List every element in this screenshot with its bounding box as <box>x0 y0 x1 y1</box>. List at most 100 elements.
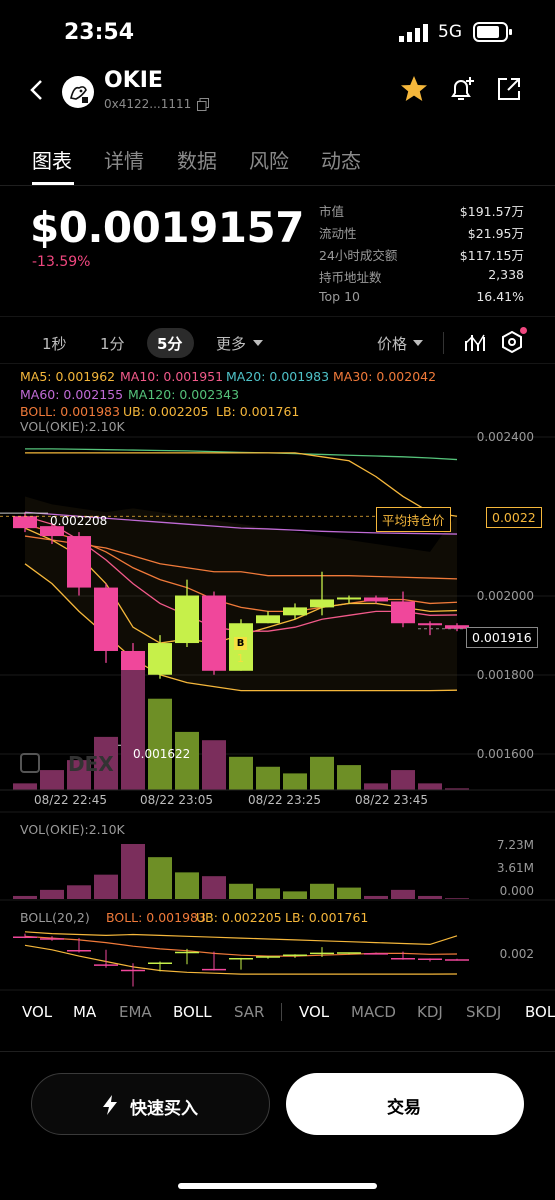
indicator-vol[interactable]: VOL <box>22 1003 53 1021</box>
time-axis-label: 08/22 23:05 <box>140 793 213 807</box>
divider <box>0 1051 555 1052</box>
sub-volume-bar <box>337 887 361 899</box>
sub-volume-bar <box>364 895 388 899</box>
indicator-macd[interactable]: MACD <box>351 1003 396 1021</box>
indicator-ema[interactable]: EMA <box>119 1003 152 1021</box>
vol-pane-title: VOL(OKIE):2.10K <box>20 822 125 837</box>
volume-bar <box>445 788 469 790</box>
sub-volume-bar <box>40 889 64 899</box>
volume-bar <box>391 770 415 790</box>
token-name: OKIE <box>104 68 163 93</box>
indicator-ma[interactable]: MA <box>73 1003 97 1021</box>
price-axis-label: 0.002400 <box>476 430 534 444</box>
indicator-sar[interactable]: SAR <box>234 1003 265 1021</box>
candle-body <box>121 650 145 675</box>
vol-axis-label: 0.000 <box>499 884 534 898</box>
tab-risk[interactable]: 风险 <box>249 149 289 173</box>
active-tab-underline <box>32 182 74 185</box>
legend-boll: BOLL: 0.001983 <box>20 404 120 419</box>
ma30-line <box>24 535 458 580</box>
stat-label: Top 10 <box>319 289 360 304</box>
stat-label: 市值 <box>319 204 345 219</box>
indicator-skdj[interactable]: SKDJ <box>466 1003 502 1021</box>
divider <box>0 185 555 186</box>
price-change: -13.59% <box>32 254 91 270</box>
high-marker: 0.002208 <box>50 514 108 528</box>
signal-icon <box>399 24 428 42</box>
indicator-draw-icon[interactable] <box>464 331 486 353</box>
token-address[interactable]: 0x4122...1111 <box>104 97 192 111</box>
trade-button[interactable]: 交易 <box>286 1073 524 1135</box>
candle-body <box>67 536 91 588</box>
candle-body <box>391 601 415 624</box>
stat-value: 16.41% <box>476 289 524 304</box>
interval-1s[interactable]: 1秒 <box>42 335 67 353</box>
candle-body <box>94 587 118 651</box>
ma120-line <box>25 448 458 461</box>
stat-value: $21.95万 <box>467 226 524 241</box>
interval-more[interactable]: 更多 <box>216 335 247 353</box>
current-price-tag: 0.001916 <box>466 627 538 648</box>
volume-bar <box>283 773 307 790</box>
volume-bar <box>229 756 253 790</box>
sub-volume-bar <box>175 872 199 899</box>
volume-bar <box>13 783 37 790</box>
time-axis-label: 08/22 23:45 <box>355 793 428 807</box>
price-chart[interactable] <box>0 360 555 995</box>
tab-details[interactable]: 详情 <box>104 149 144 173</box>
token-price: $0.0019157 <box>30 203 304 252</box>
volume-bar <box>337 765 361 790</box>
tab-chart[interactable]: 图表 <box>32 149 72 173</box>
volume-bar <box>175 731 199 790</box>
boll-pane-boll: BOLL: 0.001983 <box>106 910 206 925</box>
indicator-sub-vol[interactable]: VOL <box>299 1003 330 1021</box>
tab-data[interactable]: 数据 <box>177 149 217 173</box>
divider <box>443 332 444 354</box>
alert-add-icon[interactable] <box>447 74 477 104</box>
more-caret-icon <box>253 340 263 346</box>
interval-active-bg <box>147 328 194 358</box>
candle-body <box>283 607 307 616</box>
legend-ma20: MA20: 0.001983 <box>226 369 330 384</box>
legend-ma30: MA30: 0.002042 <box>333 369 437 384</box>
sub-volume-bar <box>445 898 469 899</box>
favorite-star-icon[interactable] <box>399 74 429 104</box>
legend-vol: VOL(OKIE):2.10K <box>20 419 125 434</box>
sub-volume-bar <box>418 895 442 899</box>
buy-count: 1 <box>237 652 244 665</box>
price-axis-label: 0.001600 <box>476 747 534 761</box>
candle-body <box>202 595 226 671</box>
stat-value: $117.15万 <box>459 248 524 263</box>
candle-body <box>337 597 361 600</box>
interval-5m[interactable]: 5分 <box>157 335 183 353</box>
tab-activity[interactable]: 动态 <box>321 149 361 173</box>
interval-1m[interactable]: 1分 <box>100 335 125 353</box>
volume-bar <box>148 698 172 790</box>
indicator-kdj[interactable]: KDJ <box>417 1003 443 1021</box>
legend-ub: UB: 0.002205 <box>123 404 209 419</box>
quick-buy-button[interactable]: 快速买入 <box>31 1073 270 1135</box>
sub-volume-bar <box>256 888 280 899</box>
indicator-sub-boll[interactable]: BOL <box>525 1003 555 1021</box>
candle-body <box>40 526 64 537</box>
avg-cost-value: 0.0022 <box>486 507 542 528</box>
volume-bar <box>256 766 280 790</box>
ub-line <box>25 452 458 517</box>
sub-volume-bar <box>310 883 334 899</box>
stat-value: 2,338 <box>488 267 524 282</box>
divider <box>0 316 555 317</box>
volume-bar <box>94 736 118 790</box>
volume-bar <box>40 770 64 790</box>
back-icon[interactable] <box>26 76 48 104</box>
copy-icon[interactable] <box>197 98 209 111</box>
chart-settings-icon[interactable] <box>501 331 523 353</box>
sub-volume-bar <box>67 885 91 899</box>
share-icon[interactable] <box>494 74 524 104</box>
indicator-boll[interactable]: BOLL <box>173 1003 212 1021</box>
candle-body <box>418 623 442 626</box>
price-axis-label: 0.001800 <box>476 668 534 682</box>
sub-volume-bar <box>391 889 415 899</box>
buy-marker[interactable]: B <box>234 637 247 650</box>
price-toggle[interactable]: 价格 <box>377 335 408 353</box>
sub-volume-bar <box>229 883 253 899</box>
